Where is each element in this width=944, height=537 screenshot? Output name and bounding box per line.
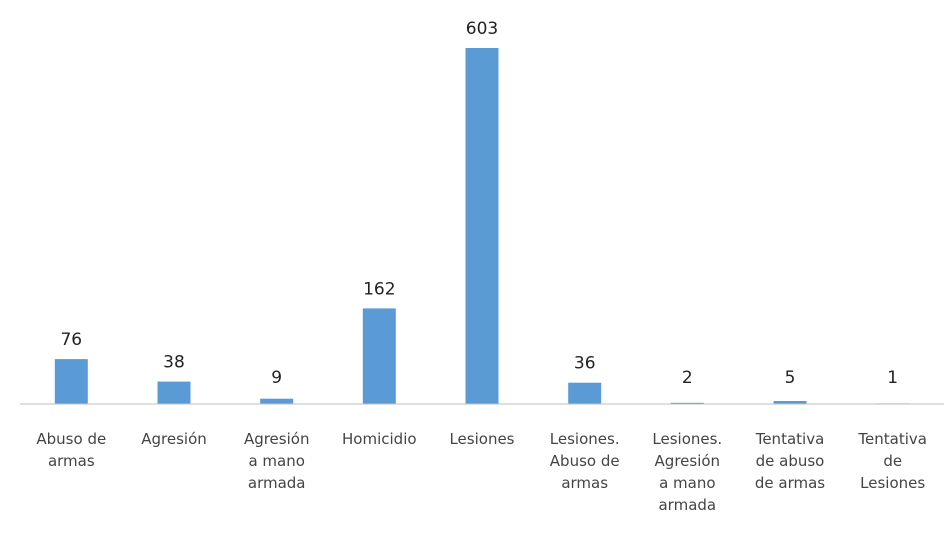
- value-labels-group: 76 38 9 162 603 36 2 5 1: [60, 19, 898, 388]
- category-label-line: Homicidio: [342, 430, 417, 448]
- category-label-line: de: [883, 452, 902, 470]
- category-label-line: Abuso de: [550, 452, 620, 470]
- category-label-line: Lesiones.: [550, 430, 620, 448]
- category-label: Agresión a mano armada: [244, 430, 310, 492]
- bar-value-label: 76: [60, 330, 82, 350]
- bar: [260, 398, 294, 404]
- category-label: Abuso de armas: [36, 430, 106, 470]
- bar-value-label: 9: [271, 368, 282, 388]
- bar: [568, 382, 602, 404]
- category-label: Tentativa de abuso de armas: [755, 430, 826, 492]
- category-label-line: de abuso: [756, 452, 825, 470]
- bar-value-label: 5: [785, 368, 796, 388]
- category-label-line: Agresión: [141, 430, 207, 448]
- category-label-line: armas: [48, 452, 95, 470]
- bar: [773, 401, 807, 404]
- category-label-line: Tentativa: [755, 430, 825, 448]
- category-label: Lesiones. Agresión a mano armada: [652, 430, 722, 514]
- bar-value-label: 603: [466, 19, 498, 39]
- bars-group: [54, 48, 910, 405]
- category-label-line: Lesiones: [860, 474, 925, 492]
- category-label: Homicidio: [342, 430, 417, 448]
- bar: [465, 48, 499, 404]
- category-label-line: Tentativa: [857, 430, 927, 448]
- category-label-line: Lesiones: [449, 430, 514, 448]
- category-label-line: Agresión: [655, 452, 721, 470]
- category-labels-group: Abuso de armas Agresión Agresión a mano armad…: [36, 430, 927, 514]
- category-label-line: armada: [658, 496, 716, 514]
- category-label-line: a mano: [248, 452, 304, 470]
- bar: [157, 381, 191, 404]
- bar-value-label: 162: [363, 279, 395, 299]
- category-label-line: de armas: [755, 474, 825, 492]
- category-label-line: armada: [248, 474, 306, 492]
- bar-value-label: 2: [682, 368, 693, 388]
- bar-value-label: 1: [887, 368, 898, 388]
- category-label-line: a mano: [659, 474, 715, 492]
- bar: [670, 402, 704, 404]
- bar-value-label: 38: [163, 353, 185, 373]
- category-label-line: armas: [561, 474, 608, 492]
- category-label: Agresión: [141, 430, 207, 448]
- category-label: Lesiones. Abuso de armas: [550, 430, 620, 492]
- bar-value-label: 36: [574, 354, 596, 374]
- category-label-line: Lesiones.: [652, 430, 722, 448]
- category-label-line: Agresión: [244, 430, 310, 448]
- category-label-line: Abuso de: [36, 430, 106, 448]
- bar: [362, 308, 396, 404]
- bar: [54, 359, 88, 404]
- category-label: Lesiones: [449, 430, 514, 448]
- category-label: Tentativa de Lesiones: [857, 430, 927, 492]
